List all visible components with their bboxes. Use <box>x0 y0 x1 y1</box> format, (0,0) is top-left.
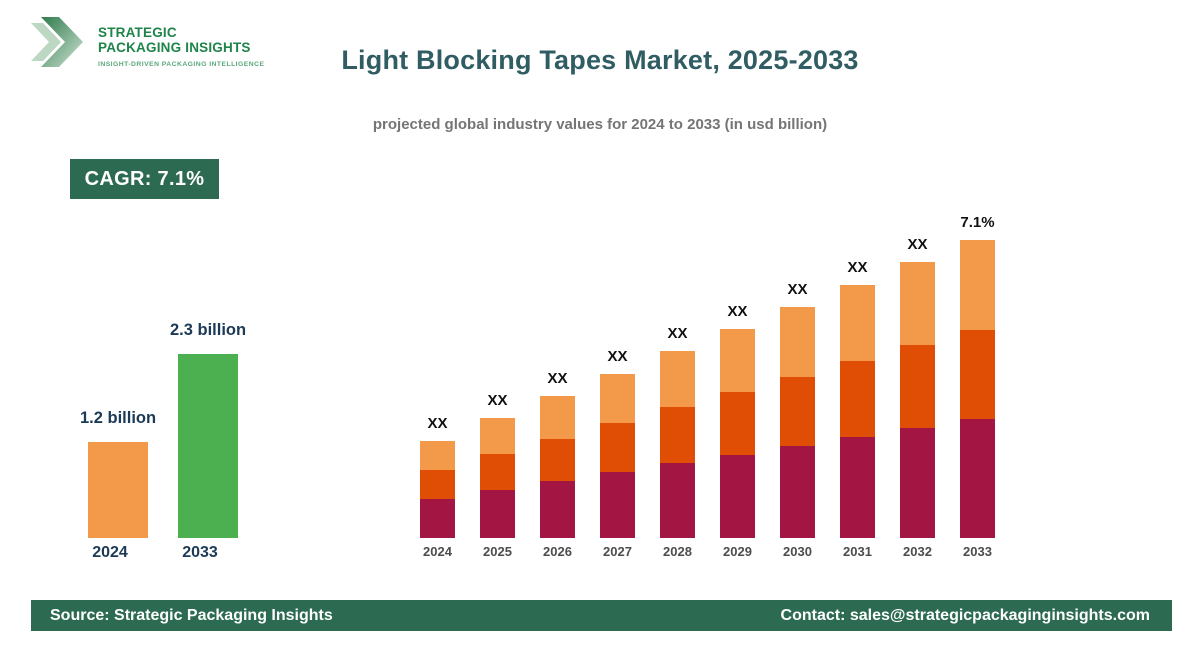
cagr-badge: CAGR: 7.1% <box>70 159 219 199</box>
summary-value-label: 2.3 billion <box>170 321 247 339</box>
logo-line1: STRATEGIC <box>98 25 177 40</box>
stacked-segment-top <box>780 307 815 377</box>
summary-bar-rect <box>88 442 149 538</box>
logo-line2: PACKAGING INSIGHTS <box>98 40 251 56</box>
stacked-axis-year: 2027 <box>603 544 632 559</box>
stacked-segment-top <box>540 396 575 439</box>
stacked-bar-chart: XX 2024 XX 2025 XX 2026 XX 2027 XX 2028 XX 2029 XX 20… <box>410 200 1010 559</box>
summary-value-label: 1.2 billion <box>80 409 157 427</box>
stacked-bar-value-label: XX <box>907 236 928 253</box>
stacked-segment-top <box>720 329 755 392</box>
stacked-segment-bottom <box>900 428 935 538</box>
summary-bar-2024: 1.2 billion <box>80 409 156 538</box>
stacked-bar-2024: XX <box>420 415 455 538</box>
stacked-axis-year: 2029 <box>723 544 752 559</box>
stacked-bar-value-label: XX <box>667 325 688 342</box>
stacked-segment-top <box>960 240 995 330</box>
stacked-bar-value-label: 7.1% <box>960 214 995 231</box>
stacked-axis-year: 2028 <box>663 544 692 559</box>
page-title: Light Blocking Tapes Market, 2025-2033 <box>341 45 859 75</box>
stacked-segment-middle <box>420 470 455 499</box>
page-subtitle: projected global industry values for 202… <box>372 116 828 133</box>
stacked-bar-2028: XX <box>660 325 695 538</box>
stacked-segment-middle <box>540 439 575 481</box>
stacked-segment-top <box>900 262 935 345</box>
summary-bar-chart: 1.2 billion 2024 2.3 billion 2033 <box>70 280 246 561</box>
stacked-bar-value-label: XX <box>727 303 748 320</box>
footer-contact: Contact: sales@strategicpackaginginsight… <box>780 606 1150 624</box>
stacked-segment-bottom <box>780 446 815 538</box>
stacked-bar-value-label: XX <box>487 392 508 409</box>
stacked-axis-year: 2025 <box>483 544 512 559</box>
stacked-bar-value-label: XX <box>547 370 568 387</box>
stacked-segment-middle <box>480 454 515 490</box>
summary-axis-year: 2033 <box>182 544 218 561</box>
stacked-axis-year: 2024 <box>423 544 452 559</box>
stacked-segment-bottom <box>540 481 575 538</box>
stacked-segment-bottom <box>480 490 515 538</box>
stacked-axis-year: 2030 <box>783 544 812 559</box>
stacked-bar-value-label: XX <box>427 415 448 432</box>
stacked-segment-bottom <box>720 455 755 538</box>
stacked-axis-year: 2033 <box>963 544 992 559</box>
summary-axis-year: 2024 <box>92 544 128 561</box>
stacked-segment-bottom <box>420 499 455 538</box>
stacked-bar-value-label: XX <box>787 281 808 298</box>
stacked-segment-top <box>840 285 875 361</box>
logo: STRATEGIC PACKAGING INSIGHTS INSIGHT-DRI… <box>30 13 264 71</box>
stacked-bar-2033: 7.1% <box>960 214 995 538</box>
stacked-bar-value-label: XX <box>607 348 628 365</box>
stacked-bar-2032: XX <box>900 236 935 538</box>
stacked-segment-bottom <box>600 472 635 538</box>
stacked-segment-top <box>420 441 455 470</box>
stacked-axis-year: 2032 <box>903 544 932 559</box>
stacked-segment-middle <box>900 345 935 428</box>
stacked-segment-middle <box>720 392 755 455</box>
stacked-segment-middle <box>600 423 635 472</box>
logo-chevron-icon <box>31 17 83 67</box>
stacked-segment-middle <box>960 330 995 419</box>
stacked-segment-middle <box>660 407 695 463</box>
stacked-segment-top <box>600 374 635 423</box>
stacked-segment-bottom <box>660 463 695 538</box>
stacked-segment-bottom <box>840 437 875 538</box>
stacked-bar-2030: XX <box>780 281 815 538</box>
stacked-segment-top <box>660 351 695 407</box>
stacked-bar-2031: XX <box>840 259 875 538</box>
logo-tagline: INSIGHT-DRIVEN PACKAGING INTELLIGENCE <box>98 61 265 69</box>
stacked-bar-2026: XX <box>540 370 575 538</box>
summary-bar-rect <box>178 354 239 538</box>
stacked-bar-value-label: XX <box>847 259 868 276</box>
footer-bar: Source: Strategic Packaging Insights Con… <box>31 600 1172 631</box>
logo-text: STRATEGIC PACKAGING INSIGHTS INSIGHT-DRI… <box>98 13 264 68</box>
stacked-bar-2027: XX <box>600 348 635 538</box>
stacked-bar-2029: XX <box>720 303 755 538</box>
summary-bar-2033: 2.3 billion <box>170 321 246 538</box>
stacked-axis-year: 2026 <box>543 544 572 559</box>
stacked-segment-bottom <box>960 419 995 538</box>
stacked-segment-middle <box>780 377 815 446</box>
stacked-segment-middle <box>840 361 875 437</box>
stacked-segment-top <box>480 418 515 454</box>
footer-source: Source: Strategic Packaging Insights <box>50 606 333 624</box>
stacked-axis-year: 2031 <box>843 544 872 559</box>
stacked-bar-2025: XX <box>480 392 515 538</box>
